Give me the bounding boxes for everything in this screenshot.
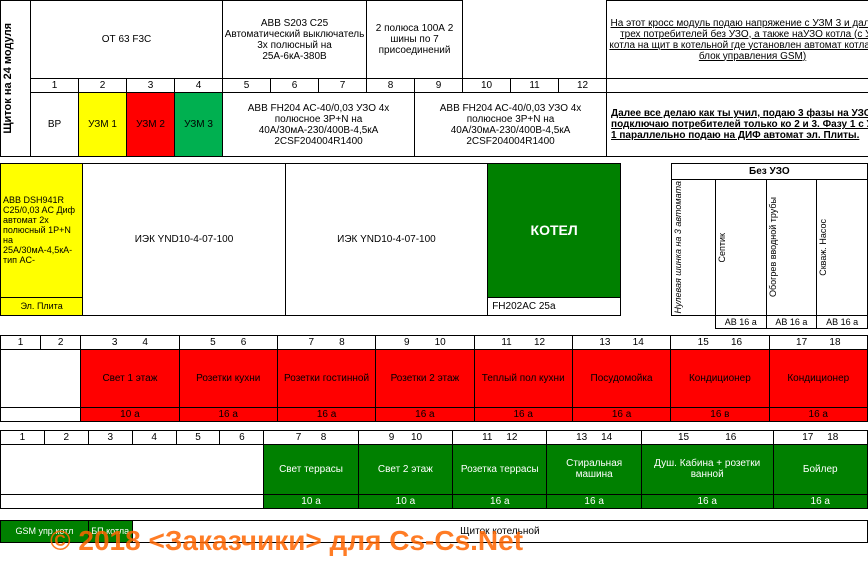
circuit: Свет 2 этаж	[358, 444, 452, 494]
amp: 16 а	[376, 407, 474, 421]
floor1-cols: 1 2 3 4 5 6 7 8 9 10 11 12 13 14 15 16 1…	[1, 335, 868, 349]
av16-1: АВ 16 а	[715, 315, 766, 328]
amp: 10 а	[358, 494, 452, 508]
circuit: Кондиционер	[671, 349, 769, 407]
circuit: Свет 1 этаж	[81, 349, 179, 407]
uzm2: УЗМ 2	[127, 93, 175, 157]
main-breaker: ОТ 63 F3C	[31, 1, 223, 79]
amp: 16 а	[474, 407, 572, 421]
amp: 16 а	[453, 494, 547, 508]
abb-s203: ABB S203 C25 Автоматический выключатель …	[223, 1, 367, 79]
kotel-breaker: FH202AC 25а	[488, 297, 621, 315]
plita: Эл. Плита	[1, 297, 83, 315]
amp: 16 а	[547, 494, 641, 508]
uzm3: УЗМ 3	[175, 93, 223, 157]
amp: 16 а	[572, 407, 670, 421]
note-top: На этот кросс модуль подаю напряжение с …	[607, 1, 868, 79]
panel-title: Щиток котельной	[132, 520, 867, 542]
fh204-2: ABB FH204 AC-40/0,03 УЗО 4х полюсное 3P+…	[415, 93, 607, 157]
vr-cell: ВР	[31, 93, 79, 157]
col-numbers-1: 1 2 3 4 5 6 7 8 9 10 11 12	[1, 79, 868, 93]
amp: 16 а	[773, 494, 867, 508]
septik: Септик	[715, 180, 766, 316]
ynd-1: ИЭК YND10-4-07-100	[83, 164, 285, 316]
circuit: Душ. Кабина + розетки ванной	[641, 444, 773, 494]
amp: 16 а	[641, 494, 773, 508]
circuit: Посудомойка	[572, 349, 670, 407]
bez-uzo-header: Без УЗО	[671, 164, 867, 180]
nasos: Скваж. Насос	[817, 180, 868, 316]
fh204-1: ABB FH204 AC-40/0,03 УЗО 4х полюсное 3P+…	[223, 93, 415, 157]
circuit: Кондиционер	[769, 349, 867, 407]
ynd-2: ИЭК YND10-4-07-100	[285, 164, 487, 316]
av16-3: АВ 16 а	[817, 315, 868, 328]
bus-n: Нулевая шинка на 3 автомата	[671, 180, 715, 316]
amp: 16 а	[277, 407, 375, 421]
amp: 16 а	[769, 407, 867, 421]
floor2-circuits: 1 2 3 4 5 6 7 8 9 10 11 12 13 14 15 16 1…	[0, 430, 868, 543]
panel-mid: ABB DSH941R C25/0,03 AC Диф автомат 2х п…	[0, 163, 868, 329]
floor2-cols: 1 2 3 4 5 6 7 8 9 10 11 12 13 14 15 16 1…	[1, 430, 868, 444]
panel-24: Щиток на 24 модуля ОТ 63 F3C ABB S203 C2…	[0, 0, 868, 157]
circuit: Бойлер	[773, 444, 867, 494]
obogrev: Обогрев вводной трубы	[766, 180, 817, 316]
amp: 16 а	[179, 407, 277, 421]
circuit: Свет террасы	[264, 444, 358, 494]
bp: БП котла	[88, 520, 132, 542]
diff-automat: ABB DSH941R C25/0,03 AC Диф автомат 2х п…	[1, 164, 83, 298]
gsm: GSM упр.котл	[1, 520, 89, 542]
amp: 10 а	[264, 494, 358, 508]
circuit: Стиральная машина	[547, 444, 641, 494]
circuit: Розетки кухни	[179, 349, 277, 407]
panel-side-label: Щиток на 24 модуля	[1, 1, 31, 157]
floor1-circuits: 1 2 3 4 5 6 7 8 9 10 11 12 13 14 15 16 1…	[0, 335, 868, 422]
amp: 16 в	[671, 407, 769, 421]
kotel: КОТЕЛ	[488, 164, 621, 298]
circuit: Розетка террасы	[453, 444, 547, 494]
av16-2: АВ 16 а	[766, 315, 817, 328]
circuit: Теплый пол кухни	[474, 349, 572, 407]
circuit: Розетки 2 этаж	[376, 349, 474, 407]
note-bottom: Далее все делаю как ты учил, подаю 3 фаз…	[607, 93, 868, 157]
uzm1: УЗМ 1	[79, 93, 127, 157]
circuit: Розетки гостинной	[277, 349, 375, 407]
bus-2pole: 2 полюса 100А 2 шины по 7 присоединений	[367, 1, 463, 79]
amp: 10 а	[81, 407, 179, 421]
